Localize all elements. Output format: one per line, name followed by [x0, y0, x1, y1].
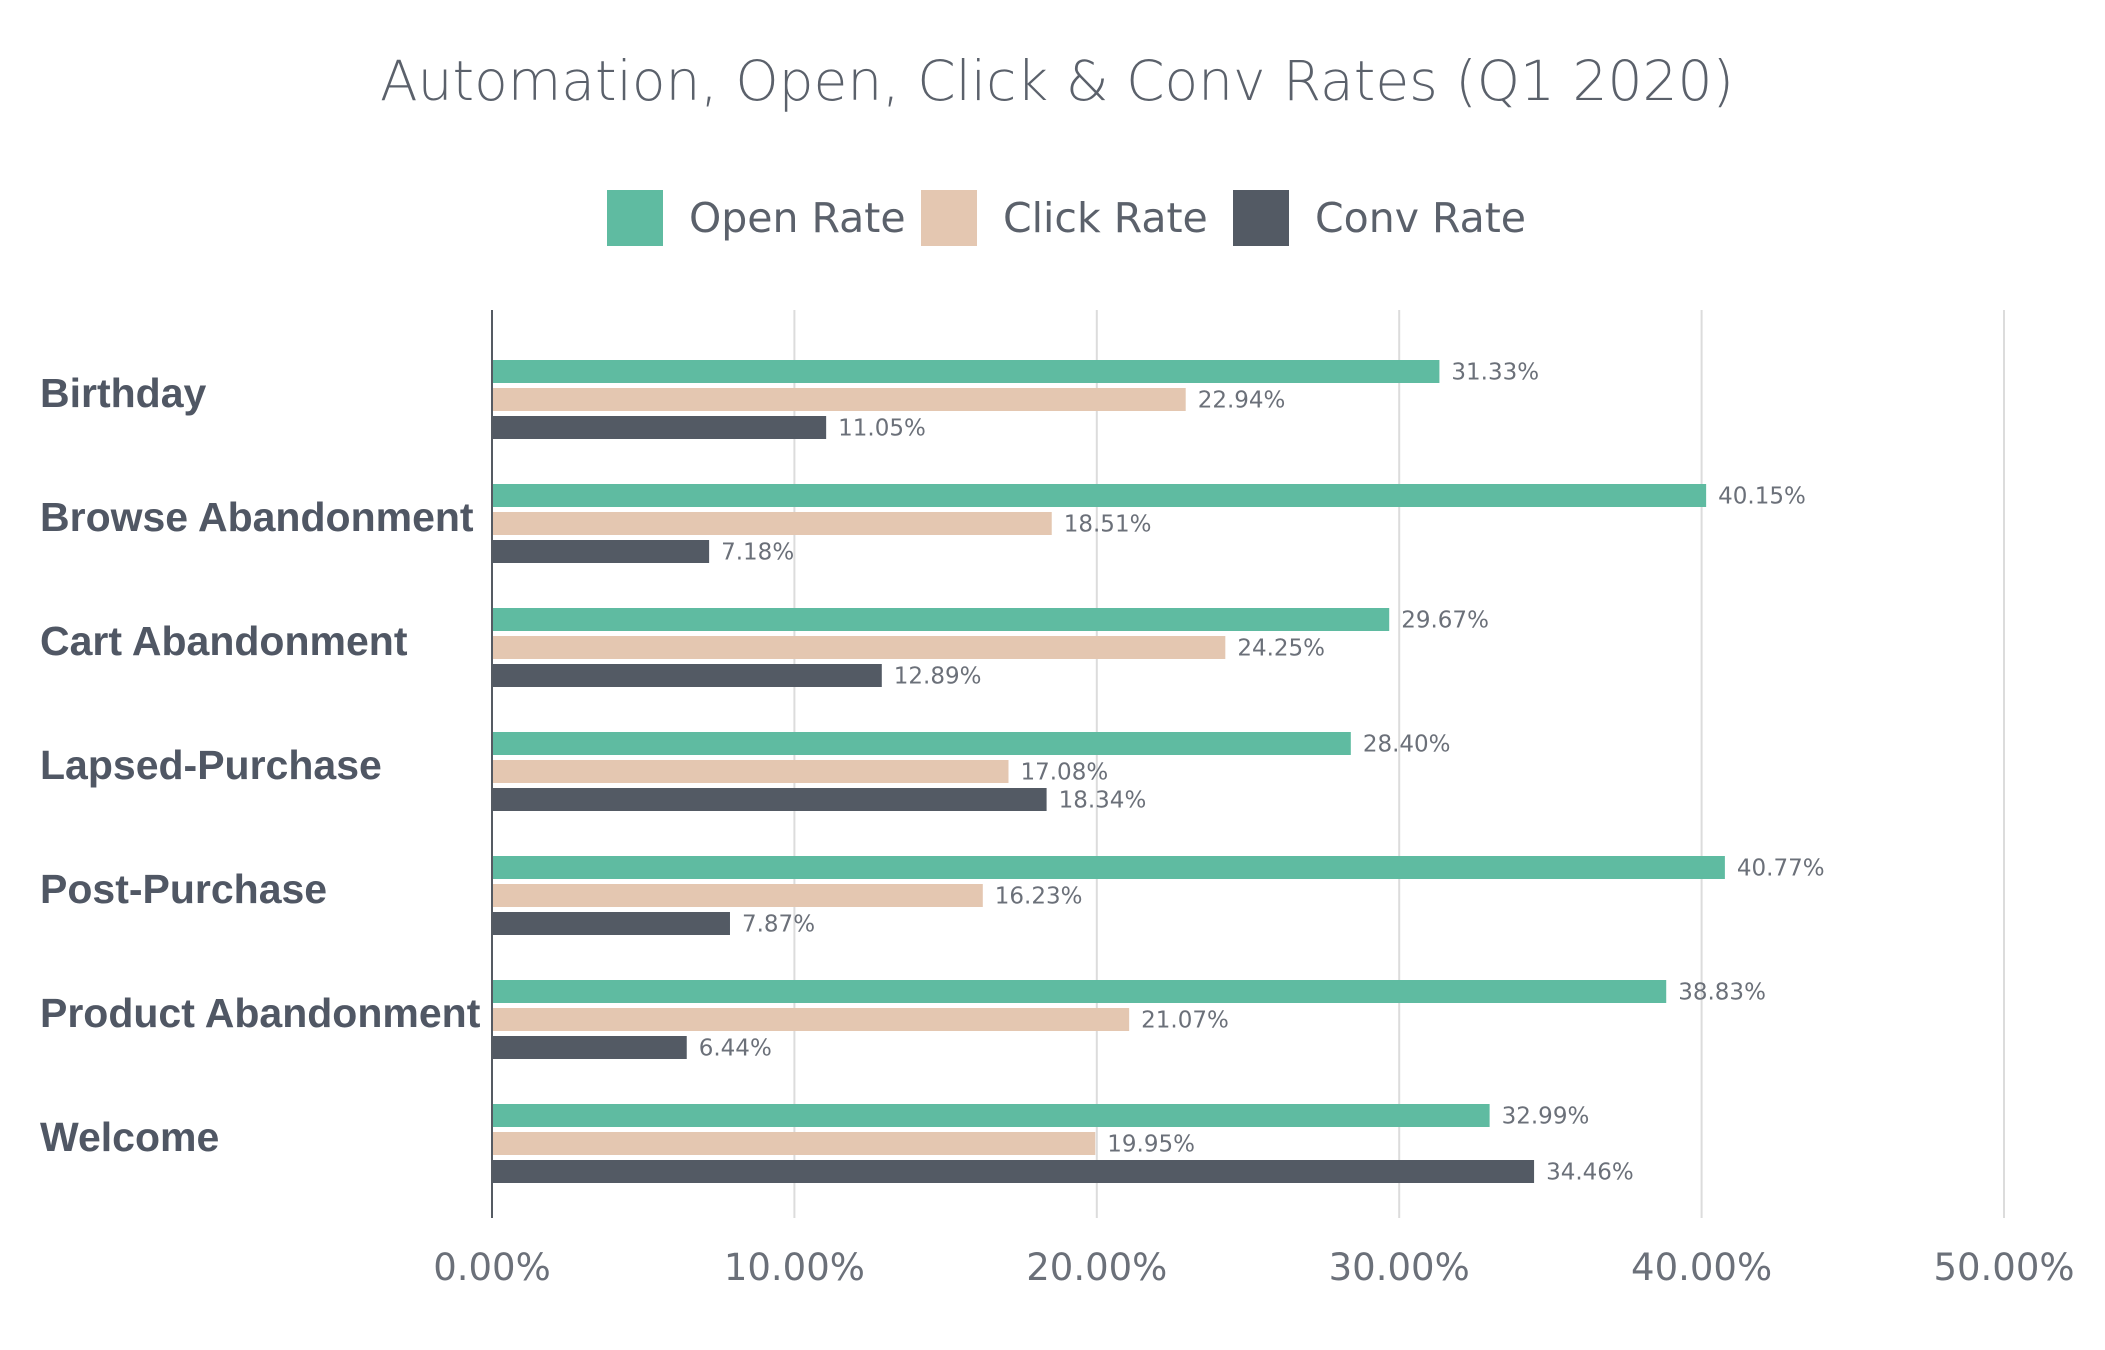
bar — [492, 484, 1707, 507]
data-label: 16.23% — [995, 884, 1083, 910]
legend-label: Conv Rate — [1315, 194, 1526, 242]
data-label: 11.05% — [838, 416, 926, 442]
bar — [492, 1160, 1535, 1183]
data-label: 22.94% — [1198, 388, 1286, 414]
data-label: 32.99% — [1502, 1104, 1590, 1130]
bar — [492, 980, 1667, 1003]
data-label: 7.18% — [721, 540, 794, 566]
legend-label: Click Rate — [1003, 194, 1208, 242]
data-label: 28.40% — [1363, 732, 1451, 758]
data-label: 34.46% — [1546, 1160, 1634, 1186]
bar — [492, 1104, 1490, 1127]
x-tick-label: 10.00% — [724, 1246, 865, 1289]
bar — [492, 388, 1186, 411]
bar — [492, 760, 1009, 783]
data-label: 24.25% — [1237, 636, 1325, 662]
data-label: 12.89% — [894, 664, 982, 690]
bar — [492, 664, 882, 687]
data-label: 18.51% — [1064, 512, 1152, 538]
data-label: 40.15% — [1718, 484, 1806, 510]
chart-title: Automation, Open, Click & Conv Rates (Q1… — [380, 49, 1734, 113]
x-tick-label: 50.00% — [1933, 1246, 2074, 1289]
category-label: Cart Abandonment — [40, 618, 408, 664]
data-label: 19.95% — [1107, 1132, 1195, 1158]
data-label: 7.87% — [742, 912, 815, 938]
category-label: Birthday — [40, 370, 207, 416]
bar-series: 31.33% 22.94% 11.05% 40.15% 18.51% 7.18% 29.67… — [492, 360, 1825, 1186]
category-label: Post-Purchase — [40, 866, 327, 912]
bar — [492, 788, 1047, 811]
category-label: Lapsed-Purchase — [40, 742, 382, 788]
category-label: Product Abandonment — [40, 990, 481, 1036]
gridlines — [793, 310, 2005, 1218]
bar — [492, 416, 827, 439]
bar — [492, 884, 983, 907]
bar — [492, 360, 1440, 383]
x-tick-label: 30.00% — [1329, 1246, 1470, 1289]
bar — [492, 912, 730, 935]
data-label: 21.07% — [1141, 1008, 1229, 1034]
data-label: 31.33% — [1451, 360, 1539, 386]
data-label: 18.34% — [1059, 788, 1147, 814]
bar — [492, 512, 1052, 535]
x-tick-label: 0.00% — [433, 1246, 551, 1289]
bar — [492, 1036, 687, 1059]
data-label: 38.83% — [1678, 980, 1766, 1006]
legend-swatch — [921, 190, 977, 246]
bar — [492, 636, 1226, 659]
legend-label: Open Rate — [689, 194, 906, 242]
legend-swatch — [607, 190, 663, 246]
category-label: Welcome — [40, 1114, 219, 1160]
x-tick-label: 20.00% — [1026, 1246, 1167, 1289]
category-labels: Birthday Browse Abandonment Cart Abandonme… — [40, 370, 481, 1160]
x-tick-label: 40.00% — [1631, 1246, 1772, 1289]
bar — [492, 1132, 1096, 1155]
bar — [492, 608, 1390, 631]
data-label: 40.77% — [1737, 856, 1825, 882]
legend-swatch — [1233, 190, 1289, 246]
data-label: 17.08% — [1020, 760, 1108, 786]
x-axis-ticks: 0.00% 10.00% 20.00% 30.00% 40.00% 50.00% — [433, 1246, 2074, 1289]
chart-legend: Open Rate Click Rate Conv Rate — [607, 190, 1526, 246]
bar — [492, 856, 1725, 879]
bar — [492, 540, 710, 563]
category-label: Browse Abandonment — [40, 494, 474, 540]
bar — [492, 1008, 1130, 1031]
data-label: 6.44% — [699, 1036, 772, 1062]
bar — [492, 732, 1351, 755]
data-label: 29.67% — [1401, 608, 1489, 634]
